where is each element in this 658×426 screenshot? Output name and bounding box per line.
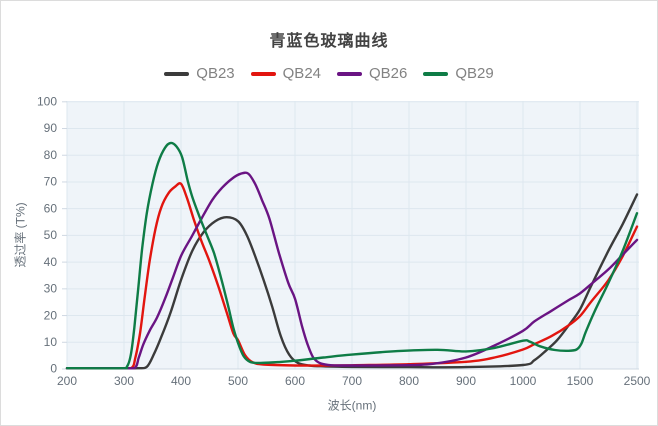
- x-tick-label: 600: [285, 374, 305, 388]
- x-tick-label: 500: [228, 374, 248, 388]
- legend-item-qb24[interactable]: QB24: [250, 65, 321, 82]
- legend: QB23 QB24 QB26 QB29: [1, 65, 657, 82]
- legend-item-qb23[interactable]: QB23: [164, 65, 235, 82]
- y-axis-title: 透过率 (T%): [13, 202, 28, 268]
- x-tick-label: 800: [399, 374, 419, 388]
- x-tick-label: 300: [114, 374, 134, 388]
- x-tick-label: 1500: [567, 374, 594, 388]
- y-tick-label: 90: [44, 121, 58, 135]
- x-tick-label: 900: [456, 374, 476, 388]
- legend-item-qb26[interactable]: QB26: [337, 65, 407, 82]
- legend-label: QB26: [369, 65, 408, 82]
- legend-line-swatch: [337, 71, 362, 76]
- y-tick-label: 0: [50, 362, 57, 376]
- series-line-qb23: [65, 193, 639, 370]
- y-tick-label: 70: [44, 175, 58, 189]
- y-tick-label: 30: [44, 282, 58, 296]
- legend-line-swatch: [423, 71, 449, 76]
- legend-line-swatch: [164, 71, 190, 76]
- x-tick-label: 400: [171, 374, 191, 388]
- y-tick-label: 10: [44, 335, 58, 349]
- legend-label: QB24: [282, 65, 321, 82]
- x-tick-label: 200: [57, 374, 77, 388]
- x-tick-label: 1000: [510, 374, 537, 388]
- y-tick-label: 20: [44, 308, 58, 322]
- legend-line-swatch: [250, 71, 276, 76]
- x-tick-label: 700: [342, 374, 362, 388]
- y-tick-label: 60: [44, 201, 58, 215]
- legend-label: QB23: [196, 65, 235, 82]
- y-tick-label: 40: [44, 255, 58, 269]
- legend-item-qb29[interactable]: QB29: [423, 65, 494, 82]
- y-tick-label: 100: [37, 95, 57, 109]
- x-axis-title: 波长(nm): [327, 398, 377, 413]
- y-tick-label: 50: [44, 228, 58, 242]
- chart-title: 青蓝色玻璃曲线: [269, 33, 389, 50]
- x-tick-label: 2500: [624, 374, 651, 388]
- series-line-qb29: [65, 141, 639, 370]
- legend-label: QB29: [455, 65, 494, 82]
- series-line-qb26: [65, 171, 639, 370]
- y-tick-label: 80: [44, 148, 58, 162]
